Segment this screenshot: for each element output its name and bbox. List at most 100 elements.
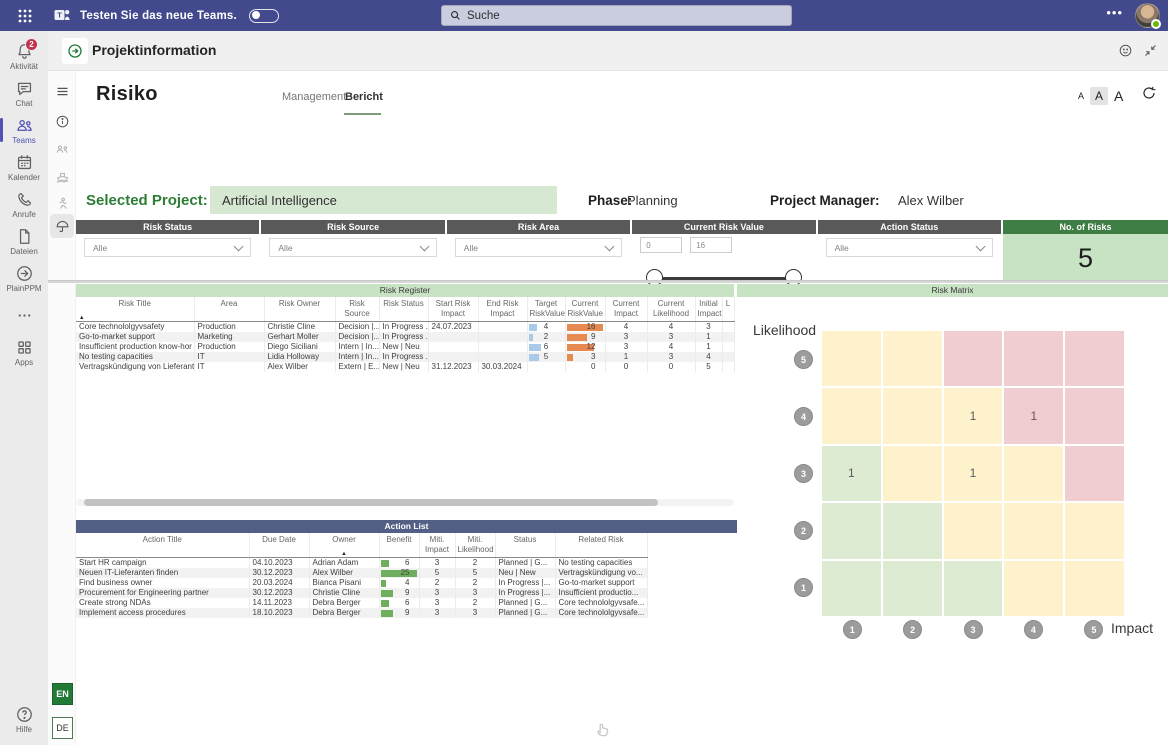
table-row[interactable]: Core technololgyvsafety Production Christi… [76,321,735,333]
risk-status-dropdown[interactable]: Alle [84,238,252,257]
matrix-cell-L5-I1[interactable] [822,331,881,387]
column-header-due[interactable]: Due Date [249,533,310,559]
column-header-current[interactable]: Current RiskValue [565,297,606,323]
matrix-cell-L1-I5[interactable] [1065,560,1124,616]
sidebar-item-plainppm[interactable]: PlainPPM [0,260,48,296]
column-header-title[interactable]: Action Title [76,533,250,559]
risk-source-dropdown[interactable]: Alle [269,238,437,257]
column-header-owner[interactable]: Risk Owner [264,297,336,323]
selected-project-value[interactable]: Artificial Intelligence [210,186,557,214]
matrix-cell-L2-I2[interactable] [882,503,942,559]
column-header-title[interactable]: Risk Title ▲ [76,297,195,323]
search-input[interactable]: Suche [441,5,792,26]
more-options-icon[interactable]: ••• [1106,5,1123,20]
people-icon[interactable] [52,139,72,159]
feedback-smiley-icon[interactable] [1118,43,1133,58]
sidebar-item-files[interactable]: Dateien [0,223,48,259]
table-row[interactable]: Start HR campaign 04.10.2023 Adrian Adam 6 3… [76,557,648,569]
column-header-init_impact[interactable]: Initial Impact [695,297,723,323]
matrix-cell-L1-I4[interactable] [1004,560,1064,616]
refresh-icon[interactable] [1141,85,1157,106]
column-header-end[interactable]: End Risk Impact [478,297,528,323]
matrix-cell-L3-I1[interactable]: 1 [822,445,881,502]
matrix-cell-L5-I5[interactable] [1065,331,1124,387]
column-header-owner[interactable]: Owner ▲ [309,533,380,559]
table-row[interactable]: Implement access procedures 18.10.2023 Deb… [76,608,648,619]
action-status-dropdown[interactable]: Alle [825,238,993,257]
column-header-target[interactable]: Target RiskValue [527,297,566,323]
matrix-cell-L1-I3[interactable] [943,560,1003,616]
language-de-button[interactable]: DE [52,717,73,739]
matrix-cell-L3-I5[interactable] [1065,445,1124,502]
matrix-cell-L2-I3[interactable] [943,503,1003,559]
matrix-cell-L4-I2[interactable] [882,388,942,444]
column-header-benefit[interactable]: Benefit [379,533,420,559]
matrix-cell-L4-I3[interactable]: 1 [943,388,1003,444]
font-medium-button[interactable]: A [1090,86,1109,105]
waffle-menu-icon[interactable] [8,0,42,31]
font-large-button[interactable]: A [1114,87,1124,104]
sidebar-item-chat[interactable]: Chat [0,75,48,111]
matrix-cell-L3-I4[interactable] [1004,445,1064,502]
column-header-source[interactable]: Risk Source [335,297,380,323]
horizontal-scrollbar[interactable] [76,499,734,507]
sidebar-item-activity[interactable]: 2 Aktivität [0,38,48,74]
matrix-cell-L5-I4[interactable] [1004,331,1064,387]
activity-figure-icon[interactable] [52,193,72,213]
tab-management[interactable]: Management [282,91,347,103]
sidebar-item-help[interactable]: Hilfe [0,701,48,737]
table-row[interactable]: Vertragskündigung von Lieferant... IT Alex… [76,362,735,373]
matrix-cell-L3-I2[interactable] [882,445,942,502]
sidebar-item-calendar[interactable]: Kalender [0,149,48,185]
table-row[interactable]: Neuen IT-Lieferanten finden 30.12.2023 Ale… [76,568,648,579]
language-en-button[interactable]: EN [52,683,73,705]
risk-area-dropdown[interactable]: Alle [454,238,623,257]
avatar[interactable] [1135,3,1161,29]
cell-source: Extern | E... [335,362,380,373]
scrollbar-thumb[interactable] [84,499,658,507]
column-header-area[interactable]: Area [194,297,265,323]
table-row[interactable]: Go-to-market support Marketing Gerhart Mol… [76,332,735,343]
column-header-l[interactable]: L [722,297,735,323]
column-header-cur_impact[interactable]: Current Impact [605,297,648,323]
tab-bericht[interactable]: Bericht [345,91,383,103]
matrix-cell-L2-I5[interactable] [1065,503,1124,559]
matrix-cell-L1-I1[interactable] [822,560,881,616]
matrix-cell-L3-I3[interactable]: 1 [943,445,1003,502]
column-header-related[interactable]: Related Risk [555,533,648,559]
matrix-cell-L5-I2[interactable] [882,331,942,387]
column-header-status[interactable]: Status [495,533,556,559]
matrix-cell-L2-I1[interactable] [822,503,881,559]
menu-icon[interactable] [52,81,72,101]
info-icon[interactable] [52,111,72,131]
collapse-icon[interactable] [1143,43,1158,58]
table-row[interactable]: Find business owner 20.03.2024 Bianca Pisa… [76,578,648,589]
column-header-status[interactable]: Risk Status [379,297,429,323]
sidebar-item-calls[interactable]: Anrufe [0,186,48,222]
matrix-cell-L4-I1[interactable] [822,388,881,444]
column-header-start[interactable]: Start Risk Impact [428,297,479,323]
ship-icon[interactable] [52,166,72,186]
font-small-button[interactable]: A [1078,90,1085,101]
column-header-cur_likelihood[interactable]: Current Likelihood [647,297,696,323]
matrix-cell-L4-I5[interactable] [1065,388,1124,444]
matrix-cell-L5-I3[interactable] [943,331,1003,387]
sidebar-item-apps[interactable]: Apps [0,334,48,370]
table-row[interactable]: Procurement for Engineering partner 30.12… [76,588,648,599]
range-min-input[interactable]: 0 [640,237,683,253]
projektinformation-tab[interactable] [62,38,88,64]
matrix-cell-L2-I4[interactable] [1004,503,1064,559]
matrix-cell-L4-I4[interactable]: 1 [1004,388,1064,444]
column-header-mi[interactable]: Miti. Impact [419,533,456,559]
new-teams-toggle[interactable] [248,8,279,23]
column-header-ml[interactable]: Miti. Likelihood [455,533,496,559]
umbrella-icon[interactable] [50,214,74,238]
sidebar-item-teams[interactable]: Teams [0,112,48,148]
table-row[interactable]: No testing capacities IT Lidia Holloway Int… [76,352,735,363]
table-row[interactable]: Insufficient production know-hor Producti… [76,342,735,353]
matrix-cell-L1-I2[interactable] [882,560,942,616]
table-row[interactable]: Create strong NDAs 14.11.2023 Debra Berger… [76,598,648,609]
range-max-input[interactable]: 16 [690,237,733,253]
sidebar-item-more[interactable] [0,297,48,333]
